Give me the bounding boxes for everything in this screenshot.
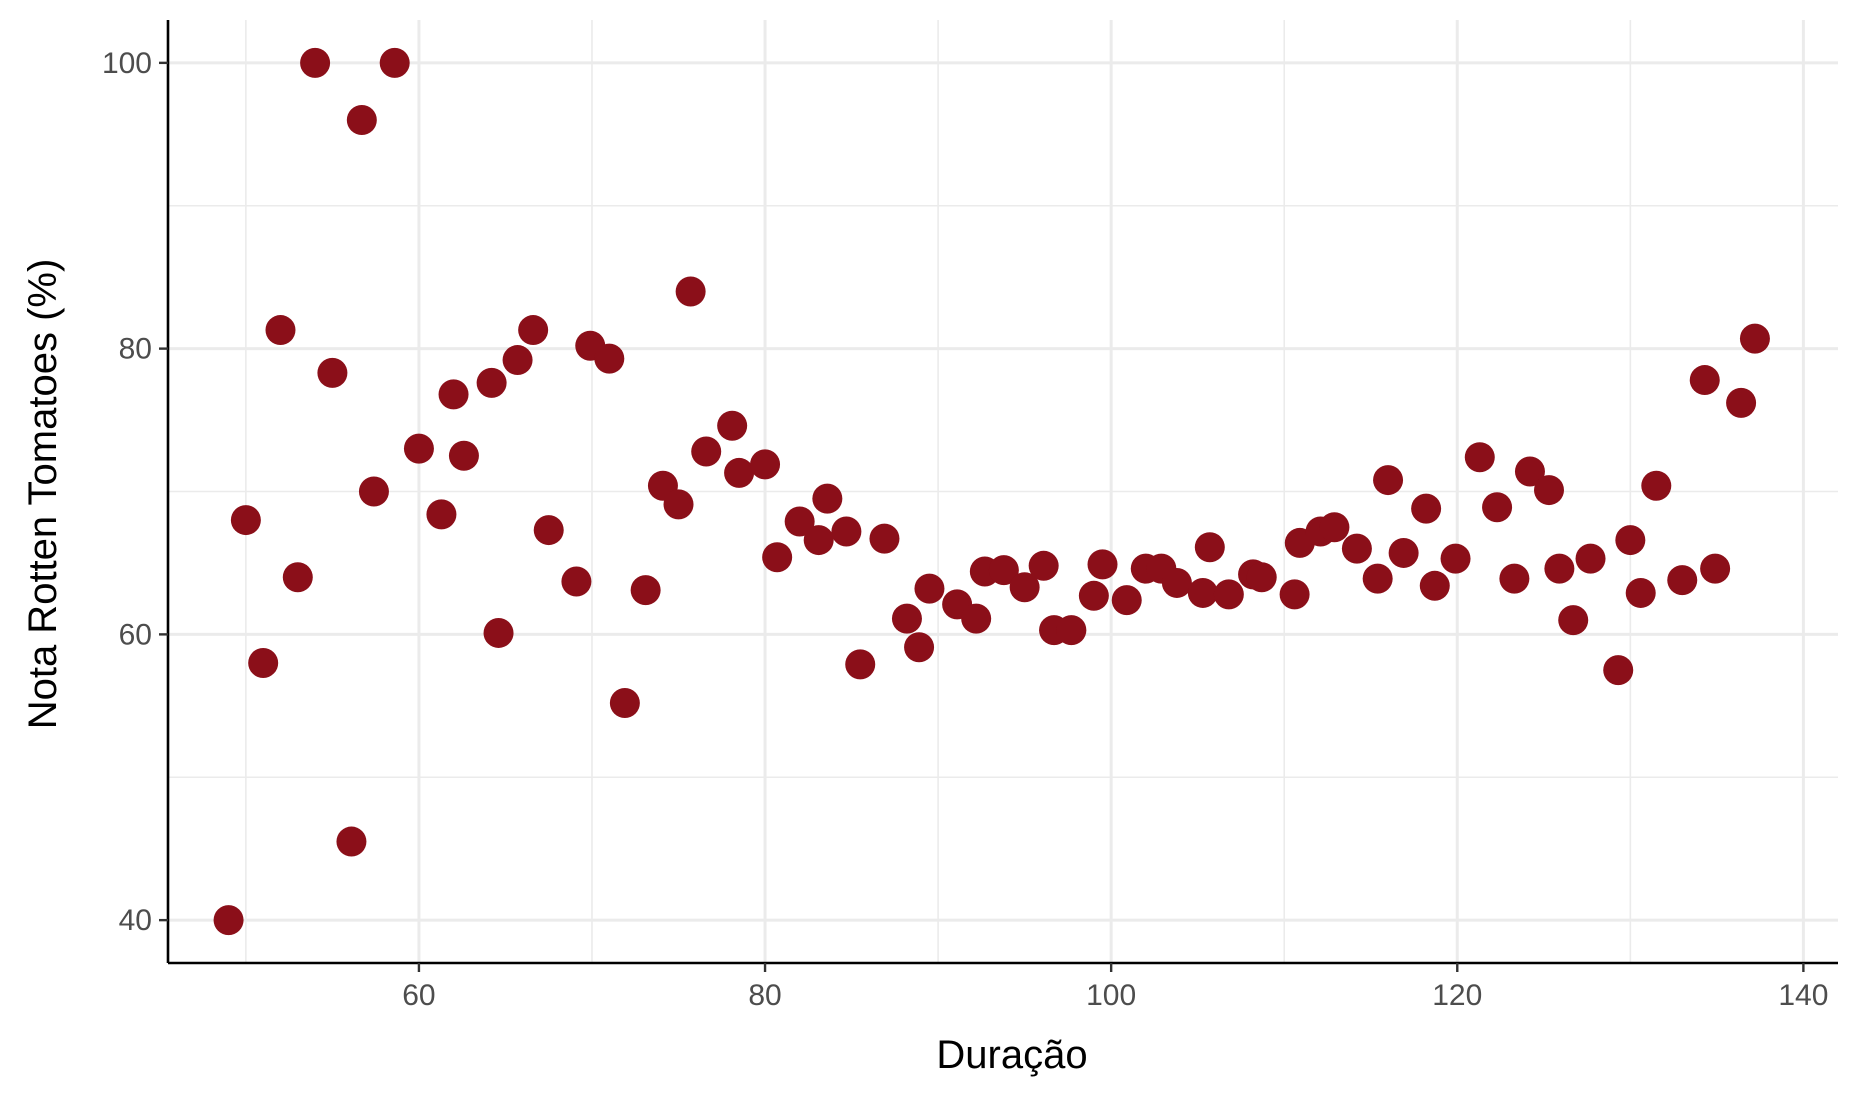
data-point — [675, 276, 706, 307]
data-point — [448, 440, 479, 471]
data-point — [803, 525, 834, 556]
data-point — [213, 905, 244, 936]
data-point — [784, 506, 815, 537]
data-point — [1341, 533, 1372, 564]
data-point — [869, 523, 900, 554]
y-tick-label: 60 — [119, 618, 152, 651]
x-axis-ticks: 60 80 100 120 140 — [402, 963, 1828, 1012]
data-point — [831, 516, 862, 547]
data-point — [403, 433, 434, 464]
data-point — [1464, 442, 1495, 473]
data-point — [1194, 532, 1225, 563]
data-point — [904, 632, 935, 663]
data-point — [1514, 456, 1545, 487]
y-axis-ticks: 40 60 80 100 — [102, 47, 168, 937]
data-point — [717, 410, 748, 441]
data-point — [1187, 577, 1218, 608]
data-point — [845, 649, 876, 680]
data-point — [630, 575, 661, 606]
data-point — [1641, 470, 1672, 501]
grid — [168, 20, 1838, 963]
data-point — [248, 647, 279, 678]
x-tick-label: 140 — [1778, 979, 1828, 1012]
data-point — [1078, 580, 1109, 611]
data-point — [1319, 512, 1350, 543]
data-point — [1575, 543, 1606, 574]
data-point — [1161, 567, 1192, 598]
data-point — [1388, 537, 1419, 568]
data-point — [1558, 605, 1589, 636]
y-tick-label: 100 — [102, 47, 152, 80]
data-point — [914, 573, 945, 604]
data-point — [1689, 365, 1720, 396]
y-axis-title: Nota Rotten Tomatoes (%) — [21, 259, 65, 730]
data-point — [1373, 465, 1404, 496]
data-point — [317, 357, 348, 388]
data-point — [1440, 543, 1471, 574]
data-point — [518, 315, 549, 346]
data-point — [346, 105, 377, 136]
data-point — [379, 47, 410, 78]
x-tick-label: 100 — [1086, 979, 1136, 1012]
x-tick-label: 80 — [748, 979, 781, 1012]
data-point — [1362, 563, 1393, 594]
data-point — [1739, 323, 1770, 354]
data-point — [282, 562, 313, 593]
data-point — [1056, 615, 1087, 646]
data-points — [213, 47, 1770, 936]
data-point — [358, 476, 389, 507]
data-point — [476, 367, 507, 398]
data-point — [426, 499, 457, 530]
data-point — [609, 687, 640, 718]
data-point — [1544, 553, 1575, 584]
y-tick-label: 40 — [119, 904, 152, 937]
data-point — [691, 436, 722, 467]
data-point — [1279, 579, 1310, 610]
data-point — [300, 47, 331, 78]
data-point — [1087, 549, 1118, 580]
data-point — [1009, 572, 1040, 603]
data-point — [1028, 550, 1059, 581]
data-point — [1667, 565, 1698, 596]
data-point — [1482, 492, 1513, 523]
data-point — [1419, 570, 1450, 601]
data-point — [663, 489, 694, 520]
x-axis-title: Duração — [936, 1033, 1087, 1077]
data-point — [1533, 475, 1564, 506]
data-point — [1615, 525, 1646, 556]
data-point — [594, 343, 625, 374]
data-point — [1499, 563, 1530, 594]
data-point — [336, 826, 367, 857]
data-point — [988, 555, 1019, 586]
data-point — [502, 345, 533, 376]
data-point — [1411, 493, 1442, 524]
y-tick-label: 80 — [119, 333, 152, 366]
data-point — [438, 379, 469, 410]
data-point — [750, 449, 781, 480]
data-point — [1700, 553, 1731, 584]
data-point — [230, 505, 261, 536]
data-point — [1213, 579, 1244, 610]
data-point — [1726, 387, 1757, 418]
x-tick-label: 120 — [1432, 979, 1482, 1012]
data-point — [533, 515, 564, 546]
data-point — [265, 315, 296, 346]
data-point — [483, 617, 514, 648]
data-point — [812, 483, 843, 514]
data-point — [961, 603, 992, 634]
data-point — [724, 457, 755, 488]
data-point — [1625, 577, 1656, 608]
data-point — [891, 603, 922, 634]
data-point — [1246, 562, 1277, 593]
x-tick-label: 60 — [402, 979, 435, 1012]
data-point — [1603, 655, 1634, 686]
data-point — [762, 542, 793, 573]
data-point — [1111, 585, 1142, 616]
data-point — [561, 566, 592, 597]
